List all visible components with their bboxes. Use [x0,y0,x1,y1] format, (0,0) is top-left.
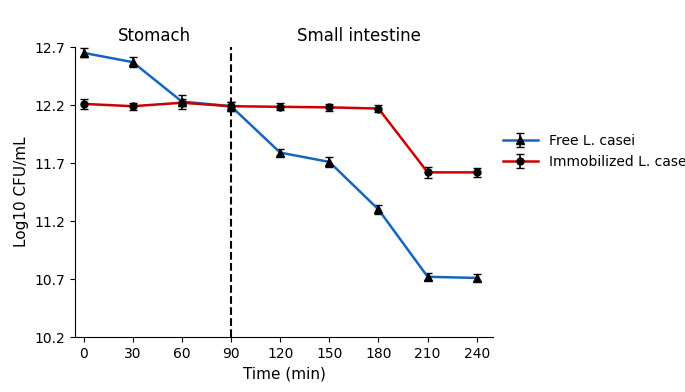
Legend: Free L. casei, Immobilized L. casei: Free L. casei, Immobilized L. casei [497,128,685,174]
Text: Stomach: Stomach [117,27,190,45]
Y-axis label: Log10 CFU/mL: Log10 CFU/mL [14,137,29,247]
Text: Small intestine: Small intestine [297,27,421,45]
X-axis label: Time (min): Time (min) [243,367,325,381]
